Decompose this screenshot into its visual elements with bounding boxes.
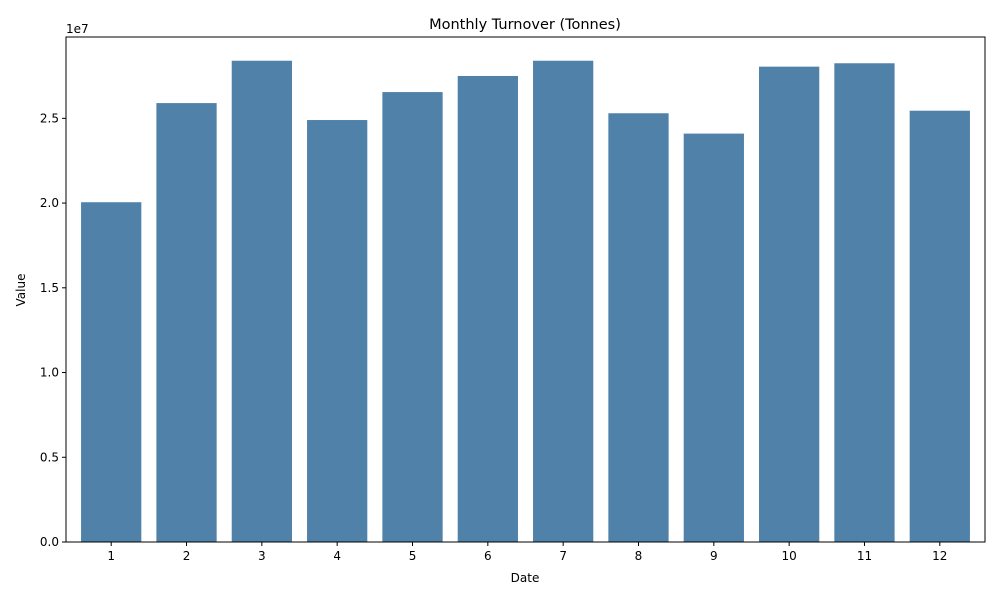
x-tick-label: 3 (258, 549, 266, 563)
x-tick-label: 10 (782, 549, 797, 563)
y-tick-label: 1.0 (40, 366, 59, 380)
x-tick-label: 8 (635, 549, 643, 563)
bars-group (81, 60, 970, 543)
bar-2 (156, 103, 217, 542)
bar-11 (834, 63, 895, 542)
bar-4 (307, 120, 368, 542)
y-tick-label: 0.0 (40, 535, 59, 549)
plot-frame (65, 36, 986, 543)
bar-12 (909, 110, 970, 543)
bar-8 (608, 113, 669, 542)
chart-title: Monthly Turnover (Tonnes) (429, 17, 621, 33)
x-tick-label: 4 (333, 549, 341, 563)
bar-10 (759, 66, 820, 543)
x-tick-label: 11 (857, 549, 872, 563)
bar-9 (683, 133, 744, 542)
bar-3 (231, 60, 292, 543)
bar-5 (382, 92, 443, 542)
bar-1 (81, 202, 142, 543)
y-tick-label: 2.0 (40, 196, 59, 210)
bar-6 (457, 75, 518, 543)
y-axis-ticks: 0.0 0.5 1.0 1.5 2.0 2.5 (40, 111, 66, 549)
x-tick-label: 12 (932, 549, 947, 563)
y-axis-label: Value (14, 274, 28, 307)
y-tick-label: 0.5 (40, 450, 59, 464)
x-tick-label: 5 (409, 549, 417, 563)
y-offset-text: 1e7 (66, 22, 89, 36)
y-tick-label: 2.5 (40, 111, 59, 125)
x-axis-label: Date (511, 571, 540, 585)
x-tick-label: 7 (559, 549, 567, 563)
x-tick-label: 9 (710, 549, 718, 563)
x-tick-label: 2 (183, 549, 191, 563)
y-tick-label: 1.5 (40, 281, 59, 295)
x-tick-label: 6 (484, 549, 492, 563)
x-axis-ticks: 1 2 3 4 5 6 7 8 9 10 11 12 (107, 542, 947, 563)
x-tick-label: 1 (107, 549, 115, 563)
bar-7 (533, 60, 594, 543)
